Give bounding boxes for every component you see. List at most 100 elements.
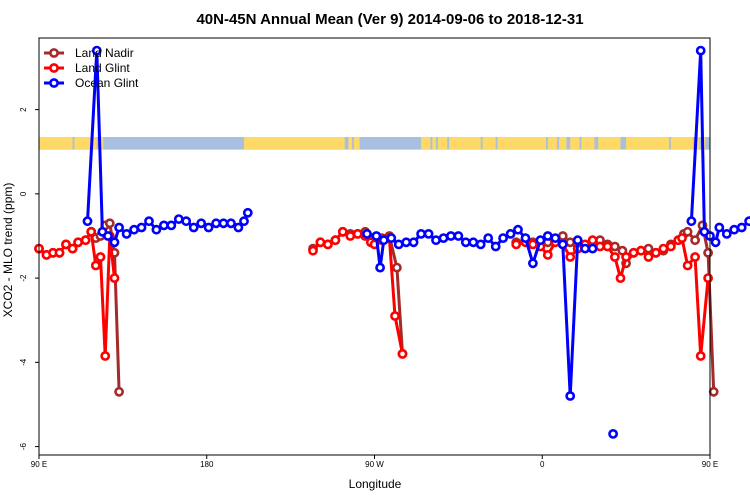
ocean-glint-point — [239, 216, 249, 227]
strip-land-15 — [581, 136, 595, 150]
legend-swatch-marker — [49, 48, 59, 58]
land-nadir-point — [690, 235, 700, 246]
strip-land-12 — [547, 136, 558, 150]
strip-land-4 — [348, 136, 353, 150]
ocean-glint-point — [188, 222, 199, 233]
ocean-glint-point — [196, 218, 207, 229]
ocean-glint-point — [423, 228, 434, 239]
land-nadir-point — [682, 226, 693, 237]
ocean-glint-point — [233, 222, 244, 233]
ocean-glint-point — [431, 235, 441, 246]
ocean-glint-point — [528, 258, 538, 269]
strip-land-14 — [570, 136, 580, 150]
x-tick-label: 0 — [540, 460, 545, 469]
legend-item-land-nadir: Land Nadir — [44, 46, 134, 60]
ocean-glint-point — [505, 228, 516, 239]
ocean-glint-point — [721, 228, 732, 239]
ocean-glint-point — [136, 222, 147, 233]
ocean-glint-point — [386, 233, 397, 243]
ocean-glint-point — [490, 241, 501, 252]
ocean-glint-point — [203, 222, 214, 233]
ocean-glint-point — [91, 45, 102, 56]
land-glint-point — [80, 235, 91, 246]
ocean-glint-point — [416, 228, 426, 239]
land-glint-point — [528, 239, 538, 250]
x-tick-label: 90 E — [31, 460, 47, 469]
land-glint-point — [73, 237, 83, 248]
land-glint-point — [643, 252, 654, 262]
x-tick-label: 90 W — [365, 460, 384, 469]
land-glint-point — [651, 247, 661, 258]
strip-land-6 — [421, 136, 431, 150]
ocean-glint-point — [513, 224, 523, 235]
ocean-glint-point — [710, 237, 721, 248]
ocean-glint-point — [378, 235, 389, 246]
ocean-glint-point — [114, 222, 124, 233]
strip-land-2 — [99, 136, 104, 150]
land-ocean-strip — [39, 136, 710, 150]
land-glint-point — [587, 235, 598, 246]
ocean-glint-point — [550, 233, 561, 243]
legend-swatch-marker — [49, 78, 59, 88]
ocean-glint-point — [572, 235, 583, 246]
strip-land-10 — [482, 136, 496, 150]
ocean-glint-point — [535, 235, 546, 246]
y-tick-label: -4 — [19, 358, 28, 366]
land-glint-point — [602, 241, 613, 252]
land-glint-point — [308, 245, 318, 256]
legend-item-land-glint: Land Glint — [44, 61, 130, 75]
land-glint-line-1 — [311, 230, 404, 355]
ocean-glint-point — [166, 220, 177, 231]
land-glint-point — [695, 351, 706, 361]
ocean-glint-point — [121, 228, 132, 239]
ocean-glint-point — [453, 231, 464, 241]
strip-land-19 — [695, 136, 700, 150]
land-glint-point — [54, 247, 65, 258]
ocean-glint-point — [362, 228, 372, 239]
land-glint-point — [95, 252, 106, 262]
strip-land-13 — [559, 136, 567, 150]
ocean-glint-point — [393, 239, 404, 250]
land-glint-point — [682, 260, 693, 271]
y-tick-label: -2 — [19, 274, 28, 282]
ocean-glint-point — [736, 222, 747, 233]
x-axis-label: Longitude — [349, 477, 402, 491]
ocean-glint-point — [408, 237, 419, 248]
y-tick-label: -6 — [19, 442, 28, 450]
y-axis: 2 0 -2 -4 -6 — [19, 107, 39, 450]
strip-land-0 — [39, 136, 73, 150]
ocean-glint-point — [242, 207, 253, 218]
land-glint-point — [337, 226, 348, 237]
ocean-glint-point — [460, 237, 471, 248]
ocean-glint-point — [109, 237, 120, 248]
land-glint-point — [565, 252, 576, 262]
ocean-glint-point — [445, 231, 456, 241]
ocean-glint-point — [686, 216, 697, 227]
land-glint-point — [86, 226, 97, 237]
ocean-glint-point — [565, 391, 576, 401]
ocean-glint-point — [542, 231, 553, 241]
legend-label: Ocean Glint — [75, 76, 139, 90]
ocean-glint-point — [371, 231, 382, 241]
y-axis-label: XCO2 - MLO trend (ppm) — [1, 183, 15, 318]
land-glint-point — [610, 252, 620, 262]
x-tick-label: 90 E — [702, 460, 718, 469]
land-glint-point — [677, 233, 687, 243]
ocean-glint-point — [475, 239, 486, 250]
strip-land-17 — [626, 136, 669, 150]
land-glint-point — [100, 351, 111, 361]
x-axis: 90 E 180 90 W 0 90 E — [31, 455, 718, 469]
ocean-glint-point — [498, 233, 508, 243]
land-nadir-point — [703, 247, 713, 258]
y-tick-label: 0 — [19, 191, 28, 196]
strip-land-3 — [244, 136, 345, 150]
legend-item-ocean-glint: Ocean Glint — [44, 76, 139, 90]
legend-label: Land Glint — [75, 61, 130, 75]
strip-land-8 — [437, 136, 448, 150]
strip-land-11 — [497, 136, 546, 150]
chart-title: 40N-45N Annual Mean (Ver 9) 2014-09-06 t… — [196, 11, 583, 28]
series-layer — [34, 45, 750, 439]
ocean-glint-point — [483, 233, 494, 243]
